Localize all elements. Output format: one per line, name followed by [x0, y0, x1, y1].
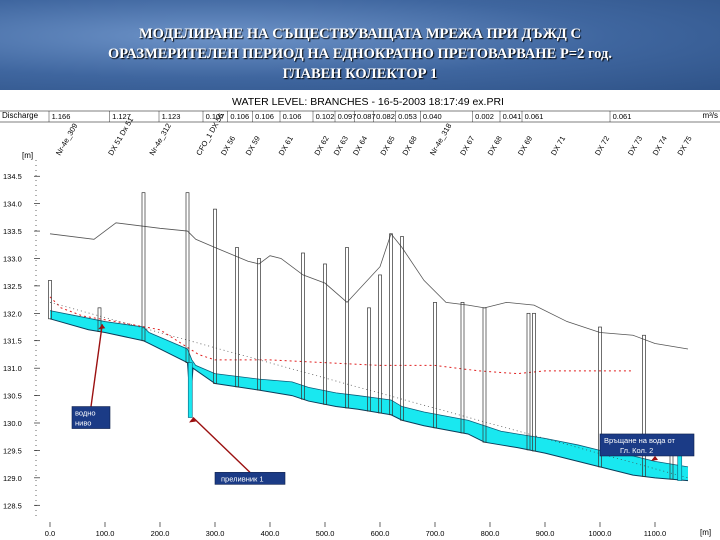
manhole [598, 326, 602, 468]
x-tick-label: 1000.0 [589, 529, 612, 538]
manhole [323, 263, 327, 405]
y-tick-label: 131.5 [3, 337, 22, 346]
y-tick-label: 128.5 [3, 501, 22, 510]
discharge-value: 0.082 [376, 112, 395, 121]
discharge-value: 0.041 [503, 112, 522, 121]
manhole [97, 307, 102, 332]
manhole [526, 312, 531, 451]
y-tick-label: 133.5 [3, 227, 22, 236]
x-tick-label: 100.0 [96, 529, 115, 538]
manhole [301, 252, 305, 400]
discharge-value: 0.106 [230, 112, 249, 121]
critical-level-line [49, 296, 633, 375]
discharge-value: 0.087 [357, 112, 376, 121]
x-tick-label: 400.0 [261, 529, 280, 538]
annotation-text: ниво [75, 419, 91, 428]
annotation-arrowhead [98, 324, 106, 330]
manhole [141, 192, 146, 342]
discharge-value: 0.053 [398, 112, 417, 121]
discharge-value: 0.061 [525, 112, 544, 121]
discharge-value: 0.106 [255, 112, 274, 121]
y-tick-label: 130.0 [3, 419, 22, 428]
water-level-line [49, 310, 689, 468]
y-tick-label: 134.5 [3, 172, 22, 181]
bottom-level-line [49, 318, 689, 482]
discharge-value: 1.123 [162, 112, 181, 121]
manhole [460, 302, 465, 434]
inflow-box [677, 452, 683, 481]
x-tick-label: 1100.0 [644, 529, 666, 538]
manhole [257, 258, 261, 391]
annotation-arrow [192, 417, 251, 473]
discharge-value: 1.166 [52, 112, 71, 121]
manhole [642, 334, 646, 477]
discharge-unit: m³/s [702, 111, 718, 120]
x-tick-label: 800.0 [481, 529, 500, 538]
annotation-text: водно [75, 409, 96, 418]
manhole [213, 208, 217, 384]
x-axis-unit: [m] [700, 528, 711, 537]
y-tick-label: 130.5 [3, 392, 22, 401]
manhole [367, 307, 371, 412]
title-line-2: ОРАЗМЕРИТЕЛЕН ПЕРИОД НА ЕДНОКРАТНО ПРЕТО… [108, 46, 612, 62]
chart-area: WATER LEVEL: BRANCHES - 16-5-2003 18:17:… [0, 90, 720, 540]
discharge-value: 0.061 [613, 112, 632, 121]
manhole [185, 192, 190, 364]
discharge-value: 0.097 [338, 112, 357, 121]
discharge-value: 0.102 [316, 112, 335, 121]
manhole [433, 302, 437, 429]
discharge-value: 0.106 [283, 112, 302, 121]
manhole [389, 233, 393, 416]
manhole [48, 280, 52, 320]
manhole [400, 236, 404, 421]
profile-chart: WATER LEVEL: BRANCHES - 16-5-2003 18:17:… [0, 90, 720, 540]
discharge-value: 0.002 [475, 112, 494, 121]
title-line-1: МОДЕЛИРАНЕ НА СЪЩЕСТВУВАЩАТА МРЕЖА ПРИ Д… [138, 26, 582, 42]
annotation-box [214, 472, 286, 485]
x-tick-label: 700.0 [426, 529, 445, 538]
x-tick-label: 0.0 [45, 529, 55, 538]
annotation-arrow [90, 324, 103, 407]
discharge-value: 0.107 [206, 112, 225, 121]
x-tick-label: 600.0 [371, 529, 390, 538]
manhole [482, 307, 487, 443]
discharge-value: 0.040 [423, 112, 442, 121]
annotation-box [599, 433, 695, 457]
y-tick-label: 133.0 [3, 254, 22, 263]
manhole [235, 247, 239, 388]
page-title: МОДЕЛИРАНЕ НА СЪЩЕСТВУВАЩАТА МРЕЖА ПРИ Д… [0, 24, 720, 84]
ground-level-line [49, 222, 689, 350]
annotation-text: Връщане на вода от [604, 436, 676, 445]
y-tick-label: 131.0 [3, 364, 22, 373]
chart-background [0, 90, 720, 540]
water-fill [50, 310, 688, 481]
x-tick-label: 200.0 [151, 529, 170, 538]
y-tick-label: 129.5 [3, 446, 22, 455]
manhole [345, 247, 349, 409]
manhole [378, 274, 382, 414]
discharge-value: 1.127 [112, 112, 131, 121]
y-tick-label: 129.0 [3, 474, 22, 483]
y-tick-label: 132.5 [3, 282, 22, 291]
title-line-3: ГЛАВЕН КОЛЕКТОР 1 [282, 66, 438, 82]
y-tick-label: 132.0 [3, 309, 22, 318]
y-axis-unit: [m] [22, 151, 33, 160]
annotation-box [71, 406, 111, 429]
manhole [532, 312, 536, 452]
annotation-arrowhead [189, 417, 196, 423]
annotation-text: Гл. Кол. 2 [620, 446, 653, 455]
overflow-drop [187, 362, 193, 418]
annotation-arrowhead [651, 455, 658, 461]
x-tick-label: 900.0 [536, 529, 555, 538]
y-tick-label: 134.0 [3, 200, 22, 209]
header-banner [0, 0, 720, 90]
x-tick-label: 300.0 [206, 529, 225, 538]
annotation-text: преливник 1 [221, 474, 264, 483]
x-tick-label: 500.0 [316, 529, 335, 538]
chart-title: WATER LEVEL: BRANCHES - 16-5-2003 18:17:… [232, 96, 504, 108]
discharge-label: Discharge [2, 111, 39, 120]
